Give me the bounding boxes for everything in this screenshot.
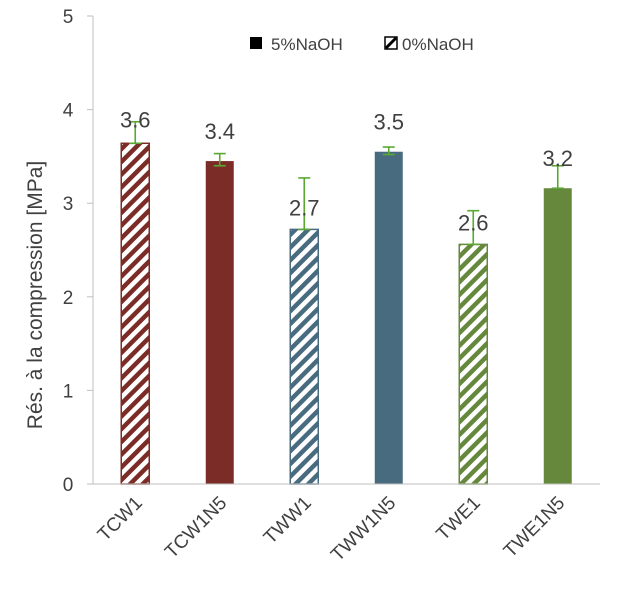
data-labels: 3.6 3.4 2.7 3.5 2.6 3.2	[120, 107, 573, 235]
y-tick-label: 2	[63, 288, 74, 309]
y-axis-title: Rés. à la compression [MPa]	[24, 161, 47, 429]
y-tick-label: 0	[63, 475, 74, 496]
y-tick-label: 1	[63, 381, 74, 402]
x-tick-label: TCW1	[94, 493, 147, 546]
x-tick-label: TWW1	[260, 493, 316, 549]
bars	[120, 142, 572, 485]
data-label: 3.5	[373, 110, 404, 135]
legend: 5%NaOH 0%NaOH	[250, 35, 474, 54]
x-tick-label: TWE1	[433, 493, 485, 545]
bar	[205, 161, 234, 484]
data-label: 2.6	[458, 210, 489, 235]
data-label: 2.7	[289, 195, 320, 220]
x-axis-labels: TCW1 TCW1N5 TWW1 TWW1N5 TWE1 TWE1N5	[94, 493, 569, 566]
bar	[289, 228, 319, 485]
legend-label-solid: 5%NaOH	[271, 35, 343, 54]
x-tick-label: TCW1N5	[161, 493, 231, 563]
legend-swatch-hatch-line	[384, 36, 398, 50]
error-bars	[129, 120, 564, 246]
x-tick-label: TWW1N5	[327, 493, 400, 566]
legend-label-hatched: 0%NaOH	[402, 35, 474, 54]
data-label: 3.6	[120, 107, 151, 132]
bar	[543, 188, 572, 484]
legend-swatch-solid	[250, 37, 262, 49]
x-tick-label: TWE1N5	[500, 493, 569, 562]
bar	[374, 151, 403, 484]
y-tick-label: 4	[63, 101, 74, 122]
bar	[120, 142, 150, 485]
y-tick-label: 5	[63, 7, 74, 28]
y-axis-ticks: 0 1 2 3 4 5	[63, 7, 93, 496]
y-tick-label: 3	[63, 194, 74, 215]
bar	[458, 243, 488, 485]
data-label: 3.2	[542, 146, 573, 171]
data-label: 3.4	[204, 119, 235, 144]
